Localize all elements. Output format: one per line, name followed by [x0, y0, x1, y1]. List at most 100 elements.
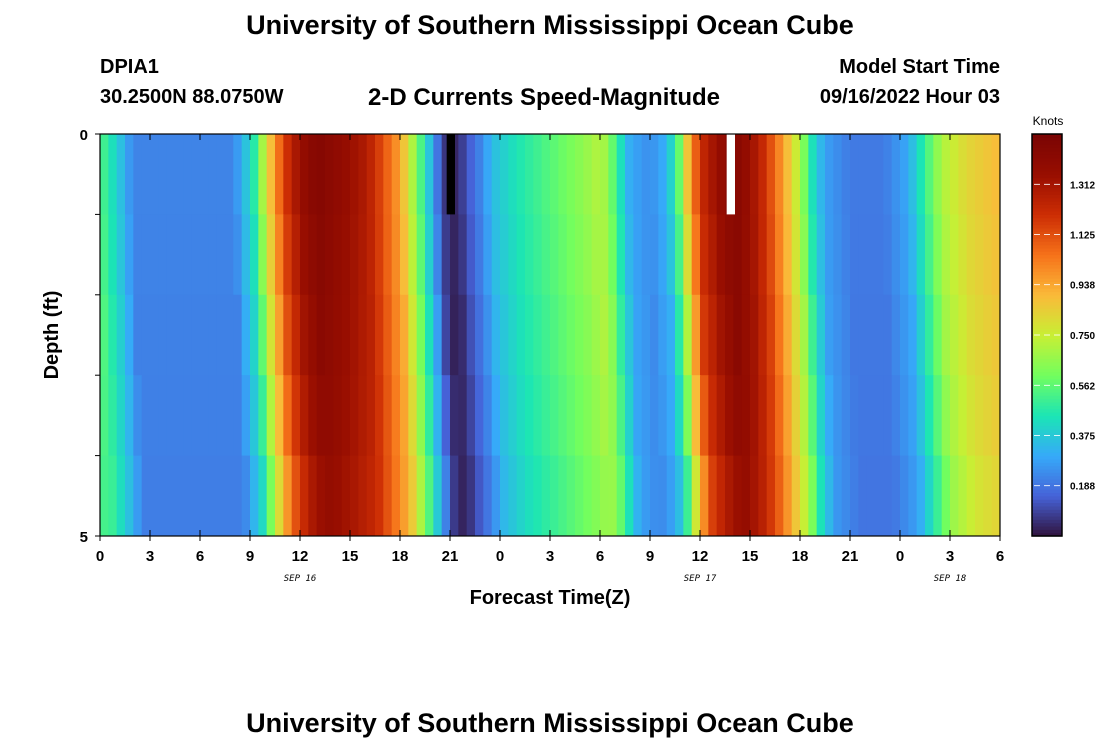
x-tick-label: 18: [392, 548, 409, 565]
colorbar-swatch: [1032, 472, 1062, 477]
heatmap-cell: [983, 134, 993, 215]
heatmap-cell: [408, 375, 418, 457]
heatmap-cell: [833, 455, 843, 536]
heatmap-cell: [466, 134, 476, 215]
heatmap-cell: [400, 134, 409, 215]
heatmap-cell: [591, 294, 601, 376]
heatmap-cell: [375, 214, 384, 296]
heatmap-cell: [250, 455, 259, 536]
colorbar-swatch: [1032, 418, 1062, 423]
heatmap-cell: [725, 375, 734, 457]
heatmap-cell: [725, 214, 734, 296]
heatmap-cell: [833, 214, 843, 296]
heatmap-cell: [766, 375, 776, 457]
heatmap-cell: [558, 134, 568, 215]
heatmap-cell: [433, 455, 443, 536]
heatmap-cell: [783, 134, 793, 215]
heatmap-cell: [933, 214, 943, 296]
heatmap-cell: [950, 455, 959, 536]
heatmap-cell: [241, 134, 251, 215]
heatmap-cell: [883, 294, 893, 376]
heatmap-cell: [666, 455, 676, 536]
heatmap-cell: [208, 375, 218, 457]
heatmap-cell: [883, 134, 893, 215]
heatmap-cell: [416, 375, 426, 457]
heatmap-cell: [275, 375, 284, 457]
colorbar-swatch: [1032, 358, 1062, 363]
heatmap-cell: [391, 455, 401, 536]
heatmap-cell: [383, 375, 393, 457]
heatmap-cell: [458, 375, 468, 457]
heatmap-cell: [475, 294, 484, 376]
colorbar-swatch: [1032, 190, 1062, 195]
heatmap-cell: [625, 134, 634, 215]
heatmap-cell: [208, 294, 218, 376]
heatmap-cell: [783, 455, 793, 536]
heatmap-cell: [716, 375, 726, 457]
colorbar-swatch: [1032, 425, 1062, 430]
heatmap-cell: [958, 375, 968, 457]
heatmap-cell: [833, 134, 843, 215]
colorbar-frame: [1031, 133, 1063, 537]
x-tick-label: 21: [442, 548, 459, 565]
heatmap-cell: [341, 375, 351, 457]
heatmap-cell: [991, 294, 1000, 376]
heatmap-cell: [900, 134, 909, 215]
colorbar-swatch: [1032, 274, 1062, 279]
heatmap-cell: [183, 375, 193, 457]
heatmap-cell: [508, 294, 518, 376]
heatmap-cell: [816, 134, 826, 215]
heatmap-cell: [516, 455, 526, 536]
heatmap-cell: [133, 134, 143, 215]
heatmap-cell: [850, 294, 859, 376]
heatmap-cell: [641, 375, 651, 457]
heatmap-cell: [708, 294, 718, 376]
heatmap-cell: [183, 214, 193, 296]
heatmap-cell: [916, 214, 926, 296]
colorbar-swatch: [1032, 335, 1062, 339]
heatmap-cell: [433, 375, 443, 457]
heatmap-cell: [916, 375, 926, 457]
x-tick-label: 15: [342, 548, 359, 565]
heatmap-cell: [691, 214, 701, 296]
heatmap-cell: [600, 134, 609, 215]
heatmap-cell: [100, 214, 109, 296]
heatmap-cell: [933, 455, 943, 536]
heatmap-cell: [900, 375, 909, 457]
heatmap-cell: [575, 134, 584, 215]
heatmap-cell: [933, 134, 943, 215]
heatmap-cell: [450, 294, 459, 376]
heatmap-cell: [200, 214, 209, 296]
colorbar-swatch: [1032, 522, 1062, 527]
heatmap-cell: [191, 294, 201, 376]
heatmap-cell: [191, 375, 201, 457]
heatmap-cell: [983, 294, 993, 376]
heatmap-cell: [608, 294, 618, 376]
heatmap-cell: [733, 294, 743, 376]
heatmap-cell: [350, 375, 359, 457]
colorbar-swatch: [1032, 237, 1062, 242]
colorbar-swatch: [1032, 375, 1062, 380]
heatmap-cell: [791, 134, 801, 215]
heatmap-cell: [883, 455, 893, 536]
y-tick-label: 0: [80, 127, 88, 144]
heatmap-cell: [766, 134, 776, 215]
heatmap-cell: [500, 455, 509, 536]
heatmap-cell: [458, 214, 468, 296]
heatmap-cell: [891, 134, 901, 215]
heatmap-cell: [650, 134, 659, 215]
heatmap-cell: [433, 214, 443, 296]
heatmap-cell: [891, 294, 901, 376]
heatmap-cell: [366, 134, 376, 215]
colorbar-swatch: [1032, 137, 1062, 142]
heatmap-cell: [225, 134, 234, 215]
colorbar-swatch: [1032, 170, 1062, 175]
colorbar-swatch: [1032, 207, 1062, 212]
heatmap-cell: [750, 214, 759, 296]
heatmap-cell: [450, 214, 459, 296]
colorbar-swatch: [1032, 157, 1062, 162]
heatmap-cell: [758, 455, 768, 536]
heatmap-cell: [208, 214, 218, 296]
colorbar-swatch: [1032, 509, 1062, 514]
